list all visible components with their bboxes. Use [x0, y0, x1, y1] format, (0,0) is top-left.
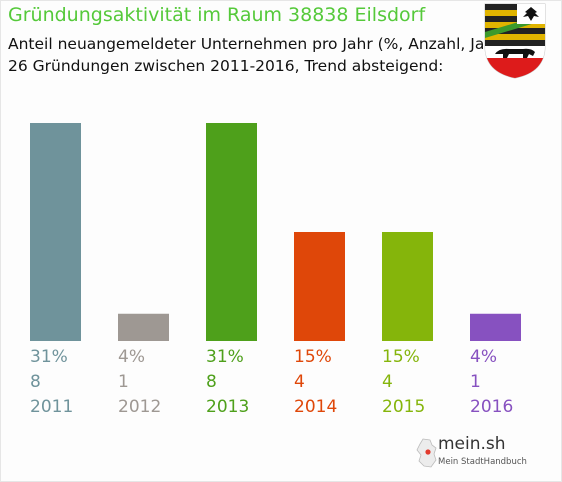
count-label-2015: 4 — [382, 372, 393, 392]
brand-name: mein.sh — [438, 434, 506, 454]
bar-2016 — [470, 313, 521, 341]
percent-label-2012: 4% — [118, 347, 145, 367]
count-label-2013: 8 — [206, 372, 217, 392]
count-label-2014: 4 — [294, 372, 305, 392]
bar-2013 — [206, 123, 257, 341]
bar-2012 — [118, 313, 169, 341]
percent-label-2014: 15% — [294, 347, 332, 367]
bar-2015 — [382, 232, 433, 341]
year-label-2012: 2012 — [118, 397, 162, 417]
count-label-2012: 1 — [118, 372, 129, 392]
brand-logo: mein.sh Mein StadtHandbuch — [416, 432, 528, 476]
count-label-2016: 1 — [470, 372, 481, 392]
year-label-2011: 2011 — [30, 397, 74, 417]
germany-map-icon — [416, 438, 437, 468]
percent-label-2011: 31% — [30, 347, 68, 367]
chart-summary: 26 Gründungen zwischen 2011-2016, Trend … — [8, 57, 444, 75]
percent-label-2016: 4% — [470, 347, 497, 367]
coat-of-arms-icon — [484, 3, 546, 79]
bar-2011 — [30, 123, 81, 341]
chart-title: Gründungsaktivität im Raum 38838 Eilsdor… — [8, 4, 426, 26]
bar-2014 — [294, 232, 345, 341]
chart-subtitle: Anteil neuangemeldeter Unternehmen pro J… — [8, 35, 507, 53]
percent-label-2015: 15% — [382, 347, 420, 367]
count-label-2011: 8 — [30, 372, 41, 392]
year-label-2015: 2015 — [382, 397, 426, 417]
year-label-2016: 2016 — [470, 397, 514, 417]
year-label-2014: 2014 — [294, 397, 338, 417]
percent-label-2013: 31% — [206, 347, 244, 367]
year-label-2013: 2013 — [206, 397, 250, 417]
brand-tagline: Mein StadtHandbuch — [438, 457, 527, 467]
